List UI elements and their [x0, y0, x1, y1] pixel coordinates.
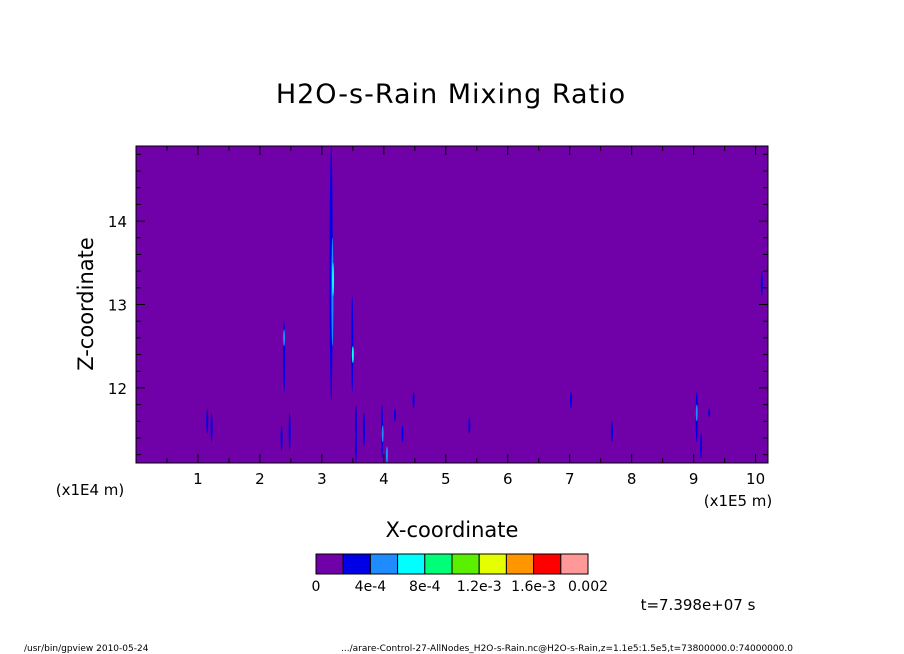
plot-background — [136, 146, 768, 463]
colorbar-cell-3 — [397, 553, 426, 575]
rain-feature-4 — [351, 346, 354, 363]
footer-left: /usr/bin/gpview 2010-05-24 — [24, 644, 149, 654]
x-tick-label: 10 — [746, 470, 765, 488]
colorbar-label: 1.6e-3 — [511, 579, 556, 595]
x-tick-label: 7 — [565, 470, 575, 488]
rain-feature-21 — [610, 421, 613, 443]
y-scale-label: (x1E4 m) — [56, 481, 125, 499]
y-tick-label: 13 — [108, 297, 127, 315]
rain-feature-2 — [332, 262, 335, 297]
colorbar-cell-4 — [424, 553, 453, 575]
colorbar-cell-9 — [560, 553, 589, 575]
x-tick-label: 2 — [255, 470, 265, 488]
rain-feature-15 — [385, 446, 388, 463]
colorbar-label: 4e-4 — [355, 579, 387, 595]
rain-feature-20 — [569, 392, 572, 409]
rain-feature-3 — [351, 296, 354, 393]
rain-feature-26 — [760, 271, 763, 297]
rain-feature-8 — [210, 412, 213, 443]
colorbar-cell-8 — [533, 553, 562, 575]
rain-feature-16 — [393, 408, 396, 422]
x-tick-label: 4 — [379, 470, 389, 488]
x-scale-label: (x1E5 m) — [704, 492, 773, 510]
x-tick-label: 3 — [317, 470, 327, 488]
colorbar-label: 0 — [312, 579, 321, 595]
time-label: t=7.398e+07 s — [641, 596, 756, 614]
y-axis-title: Z-coordinate — [74, 237, 98, 371]
x-tick-label: 8 — [627, 470, 637, 488]
colorbar-cell-6 — [478, 553, 507, 575]
y-tick-label: 14 — [108, 213, 127, 231]
rain-feature-14 — [381, 425, 384, 443]
colorbar-label: 0.002 — [568, 579, 608, 595]
x-tick-label: 1 — [193, 470, 203, 488]
rain-feature-24 — [700, 433, 703, 459]
rain-feature-10 — [288, 412, 291, 451]
rain-feature-19 — [468, 417, 471, 434]
colorbar-cell-1 — [342, 553, 371, 575]
rain-feature-7 — [206, 408, 209, 434]
rain-feature-17 — [401, 425, 404, 443]
colorbar-cell-0 — [315, 553, 344, 575]
rain-feature-11 — [354, 404, 357, 464]
data-features — [206, 146, 763, 464]
colorbar-cell-2 — [369, 553, 399, 575]
colorbar: 0 4e-4 8e-4 1.2e-3 1.6e-3 0.002 — [312, 553, 608, 595]
colorbar-cell-7 — [505, 553, 535, 575]
footer-right: .../arare-Control-27-AllNodes_H2O-s-Rain… — [341, 644, 793, 654]
x-tick-label: 5 — [441, 470, 451, 488]
rain-feature-12 — [363, 412, 366, 447]
y-tick-label: 12 — [108, 380, 127, 398]
chart-title: H2O-s-Rain Mixing Ratio — [276, 79, 626, 110]
rain-feature-18 — [412, 392, 415, 409]
colorbar-label: 8e-4 — [409, 579, 441, 595]
x-tick-label: 9 — [689, 470, 699, 488]
rain-feature-6 — [283, 329, 286, 347]
rain-feature-25 — [708, 408, 711, 418]
colorbar-label: 1.2e-3 — [457, 579, 502, 595]
x-tick-label: 6 — [503, 470, 513, 488]
rain-feature-23 — [695, 404, 698, 422]
colorbar-cell-5 — [451, 553, 480, 575]
rain-feature-9 — [280, 425, 283, 451]
x-axis-title: X-coordinate — [386, 518, 519, 542]
